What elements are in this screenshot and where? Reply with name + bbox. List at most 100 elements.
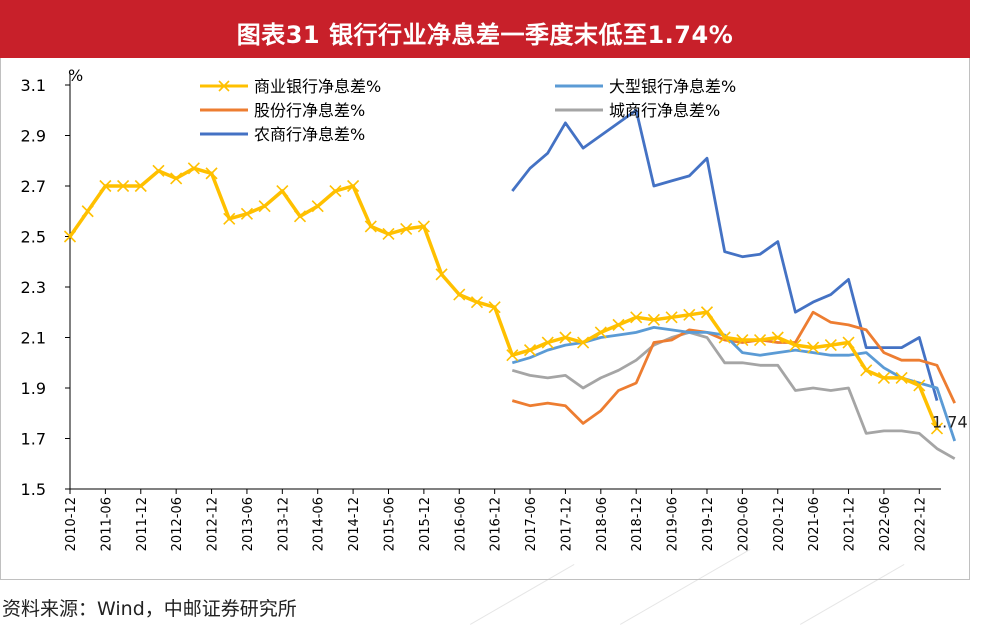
data-point-marker (453, 288, 466, 301)
x-tick-label: 2014-12 (347, 497, 362, 551)
data-point-marker (930, 422, 944, 435)
data-point-marker (665, 311, 678, 324)
data-point-marker (223, 212, 236, 225)
x-tick-label: 2013-06 (241, 497, 256, 551)
data-point-marker (117, 179, 130, 193)
x-tick-label: 2017-12 (559, 497, 574, 551)
data-point-marker (523, 344, 537, 357)
data-point-marker (559, 331, 572, 344)
data-point-marker (630, 311, 643, 324)
x-tick-label: 2012-12 (206, 497, 221, 551)
data-point-marker (293, 210, 307, 223)
y-tick-label: 2.9 (21, 127, 46, 146)
x-tick-label: 2020-06 (736, 497, 751, 551)
x-tick-label: 2017-06 (524, 497, 539, 551)
y-tick-label: 1.5 (21, 480, 46, 499)
chart-frame (0, 58, 970, 580)
legend-label: 大型银行净息差% (609, 77, 736, 96)
data-point-marker (877, 371, 890, 384)
x-tick-label: 2018-06 (595, 497, 610, 551)
y-axis-unit: % (68, 66, 83, 85)
source-note: 资料来源：Wind，中邮证券研究所 (2, 598, 297, 620)
legend-label: 商业银行净息差% (254, 77, 381, 96)
data-point-marker (842, 336, 855, 349)
data-point-marker (382, 227, 395, 241)
data-point-marker (771, 331, 784, 344)
series-line-3 (511, 330, 956, 460)
data-point-marker (400, 222, 413, 235)
data-point-marker (470, 296, 484, 309)
chart-title: 图表31 银行行业净息差一季度末低至1.74% (236, 21, 734, 49)
data-point-marker (683, 308, 696, 321)
y-tick-label: 3.1 (21, 76, 46, 95)
data-point-marker (824, 339, 837, 352)
x-tick-label: 2019-06 (666, 497, 681, 551)
data-point-marker (807, 341, 820, 354)
series-line-4 (511, 108, 939, 401)
x-tick-label: 2020-12 (772, 497, 787, 551)
x-tick-label: 2019-12 (701, 497, 716, 551)
data-point-marker (789, 339, 802, 352)
data-point-marker (170, 172, 183, 185)
data-point-marker (718, 331, 731, 344)
x-tick-label: 2015-12 (418, 497, 433, 551)
data-point-marker (152, 164, 165, 177)
x-tick-label: 2011-06 (99, 497, 114, 551)
data-point-marker (63, 230, 77, 243)
legend-label: 农商行净息差% (254, 125, 365, 144)
data-point-marker (506, 349, 519, 362)
data-point-marker (187, 162, 200, 175)
y-tick-label: 2.1 (21, 329, 46, 348)
x-tick-label: 2016-06 (453, 497, 468, 551)
legend-label: 股份行净息差% (254, 101, 365, 120)
y-tick-label: 2.5 (21, 228, 46, 247)
data-point-marker (895, 371, 908, 384)
data-point-marker (311, 200, 324, 213)
x-tick-label: 2013-12 (276, 497, 291, 551)
data-point-marker (612, 318, 625, 331)
y-tick-label: 2.3 (21, 278, 46, 297)
data-point-marker (700, 306, 714, 319)
data-point-marker (753, 333, 767, 347)
latest-value-label: 1.74 (932, 412, 968, 431)
data-point-marker (647, 313, 660, 326)
data-point-marker (577, 336, 590, 349)
data-point-marker (435, 268, 448, 281)
x-tick-label: 2022-12 (913, 497, 928, 551)
data-point-marker (240, 207, 254, 220)
legend-marker (218, 80, 230, 92)
x-tick-label: 2018-12 (630, 497, 645, 551)
data-point-marker (913, 379, 926, 392)
data-point-marker (594, 326, 607, 339)
x-tick-label: 2021-12 (843, 497, 858, 551)
x-tick-label: 2014-06 (312, 497, 327, 551)
series-line-0 (68, 166, 939, 430)
y-tick-label: 1.7 (21, 430, 46, 449)
data-point-marker (276, 184, 289, 198)
data-point-marker (860, 364, 873, 377)
data-point-marker (205, 167, 218, 180)
data-point-marker (134, 179, 147, 193)
series-line-2 (511, 310, 956, 425)
data-point-marker (417, 220, 430, 233)
x-tick-label: 2015-06 (382, 497, 397, 551)
legend-label: 城商行净息差% (609, 101, 720, 120)
y-tick-label: 1.9 (21, 379, 46, 398)
data-point-marker (329, 184, 342, 198)
x-tick-label: 2011-12 (135, 497, 150, 551)
data-point-marker (541, 336, 554, 349)
chart-title-bar: 图表31 银行行业净息差一季度末低至1.74% (0, 0, 970, 58)
x-tick-label: 2016-12 (489, 497, 504, 551)
data-point-marker (736, 333, 749, 347)
data-point-marker (488, 301, 501, 314)
data-point-marker (347, 179, 360, 193)
y-tick-label: 2.7 (21, 177, 46, 196)
data-point-marker (364, 220, 377, 233)
x-tick-label: 2012-06 (170, 497, 185, 551)
data-point-marker (99, 179, 112, 193)
x-tick-label: 2021-06 (807, 497, 822, 551)
x-tick-label: 2010-12 (64, 497, 79, 551)
data-point-marker (81, 205, 94, 218)
x-tick-label: 2022-06 (878, 497, 893, 551)
